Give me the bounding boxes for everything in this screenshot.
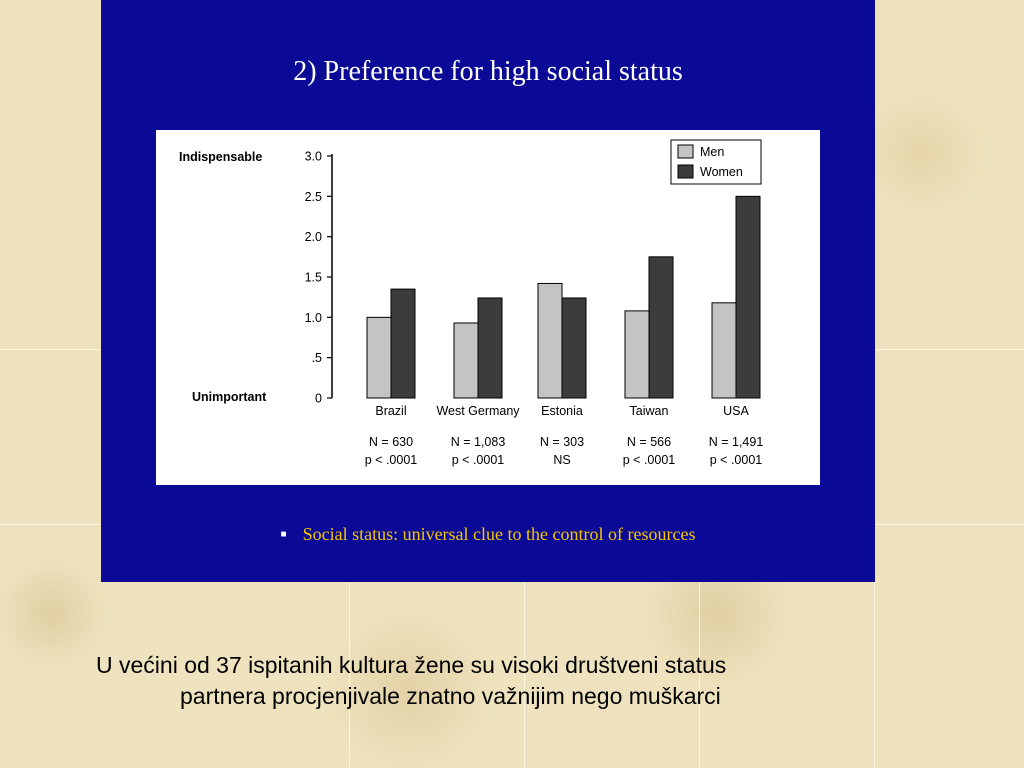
bullet-marker: ■ bbox=[280, 529, 287, 540]
y-tick-label: .5 bbox=[312, 351, 322, 365]
sample-size-label: N = 566 bbox=[627, 435, 671, 449]
y-tick-label: 0 bbox=[315, 392, 322, 406]
sample-size-label: N = 303 bbox=[540, 435, 584, 449]
y-top-label: Indispensable bbox=[179, 150, 262, 164]
bar-women bbox=[735, 195, 761, 399]
x-category-label: Taiwan bbox=[630, 404, 669, 418]
bar-men bbox=[624, 310, 650, 399]
significance-label: p < .0001 bbox=[452, 453, 505, 467]
y-tick-label: 1.5 bbox=[305, 271, 322, 285]
legend-label: Men bbox=[700, 145, 724, 159]
sample-size-label: N = 1,083 bbox=[451, 435, 506, 449]
x-category-label: Brazil bbox=[375, 404, 406, 418]
bar-men bbox=[711, 302, 737, 399]
bar-men bbox=[366, 316, 392, 399]
footnote-line-2: partnera procjenjivale znatno važnijim n… bbox=[180, 683, 721, 709]
footnote-line-1: U većini od 37 ispitanih kultura žene su… bbox=[96, 652, 727, 678]
bar-chart: 0 .5 1.0 1.5 2.0 2.5 3.0 Indispensable Unimporta… bbox=[179, 139, 764, 467]
sample-size-label: N = 630 bbox=[369, 435, 413, 449]
bar-women bbox=[477, 297, 503, 399]
legend-swatch bbox=[677, 144, 694, 159]
sample-size-label: N = 1,491 bbox=[709, 435, 764, 449]
y-tick-label: 2.5 bbox=[305, 190, 322, 204]
significance-label: p < .0001 bbox=[365, 453, 418, 467]
y-tick-label: 1.0 bbox=[305, 311, 322, 325]
legend-swatch bbox=[677, 164, 694, 179]
bar-men bbox=[537, 282, 563, 399]
significance-label: NS bbox=[553, 453, 570, 467]
slide-panel: 2) Preference for high social status 0 .5… bbox=[101, 0, 875, 582]
significance-label: p < .0001 bbox=[623, 453, 676, 467]
bullet-item: ■ Social status: universal clue to the co… bbox=[101, 524, 875, 545]
y-tick-label: 3.0 bbox=[305, 150, 322, 164]
bar-women bbox=[390, 288, 416, 399]
legend-label: Women bbox=[700, 165, 743, 179]
bar-men bbox=[453, 322, 479, 399]
x-category-label: USA bbox=[723, 404, 749, 418]
footnote: U većini od 37 ispitanih kultura žene su… bbox=[96, 650, 956, 712]
slide-title: 2) Preference for high social status bbox=[293, 56, 683, 87]
chart-container: 0 .5 1.0 1.5 2.0 2.5 3.0 Indispensable Unimporta… bbox=[156, 130, 820, 485]
y-bottom-label: Unimportant bbox=[192, 390, 267, 404]
y-tick-label: 2.0 bbox=[305, 230, 322, 244]
x-category-label: Estonia bbox=[541, 404, 583, 418]
x-category-label: West Germany bbox=[436, 404, 520, 418]
bar-women bbox=[648, 256, 674, 399]
bullet-text: Social status: universal clue to the con… bbox=[302, 524, 696, 544]
bar-women bbox=[561, 297, 587, 399]
significance-label: p < .0001 bbox=[710, 453, 763, 467]
